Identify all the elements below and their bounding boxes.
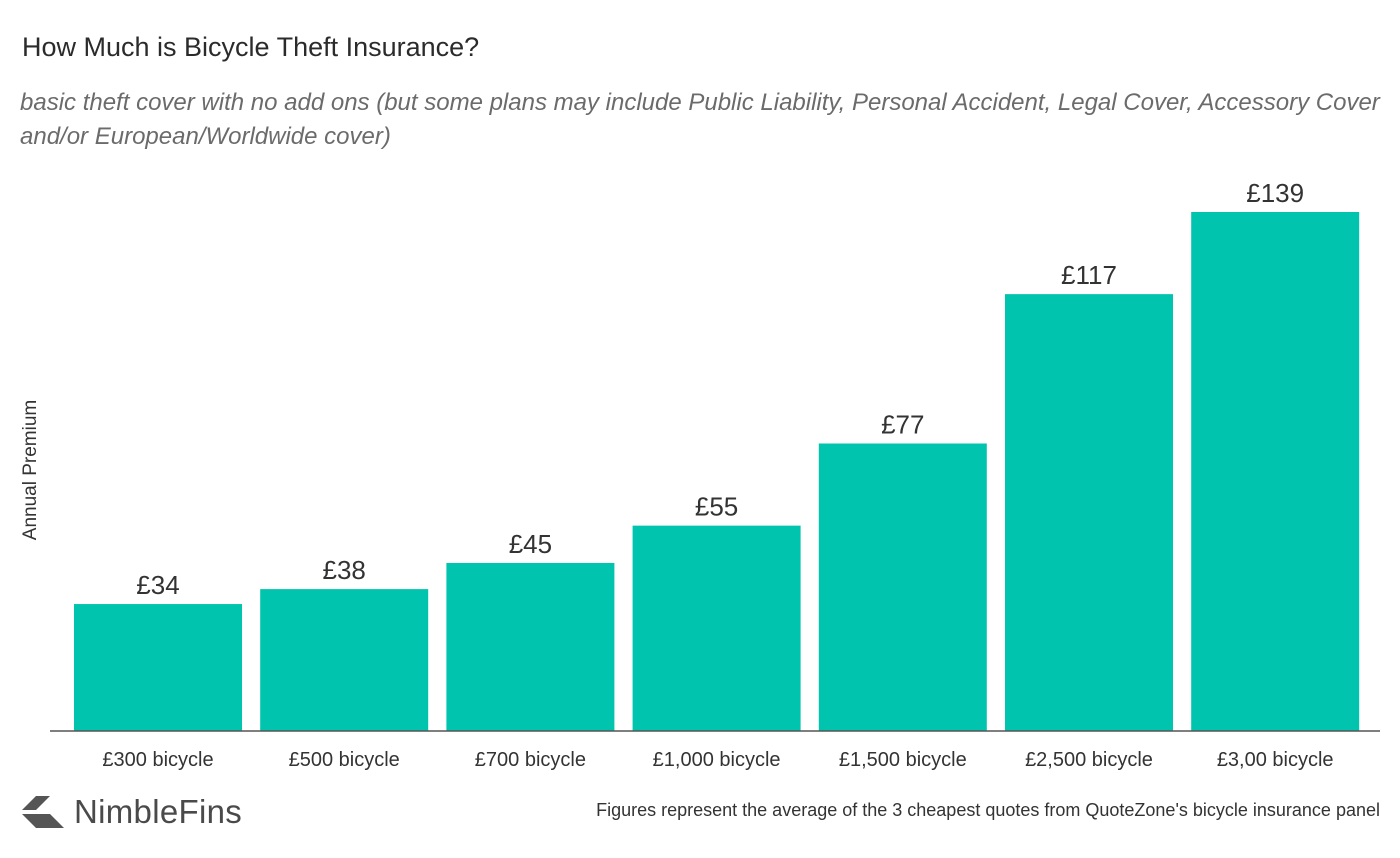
value-label-5: £77 xyxy=(881,409,924,439)
brand-name: NimbleFins xyxy=(74,793,243,830)
bar-3 xyxy=(446,562,615,731)
category-label-2: £500 bicycle xyxy=(289,749,400,771)
value-label-1: £34 xyxy=(136,570,179,600)
nimblefins-logo-icon xyxy=(22,796,64,828)
value-label-7: £139 xyxy=(1246,178,1304,208)
bar-1 xyxy=(74,604,242,731)
footnote: Figures represent the average of the 3 c… xyxy=(596,800,1380,820)
brand-logo: NimbleFins xyxy=(20,792,242,832)
y-axis-label: Annual Premium xyxy=(20,400,41,540)
category-label-1: £300 bicycle xyxy=(102,749,213,771)
bars-group xyxy=(74,212,1360,731)
chart-subtitle: basic theft cover with no add ons (but s… xyxy=(20,89,1380,150)
category-label-5: £1,500 bicycle xyxy=(839,749,967,771)
bar-7 xyxy=(1191,212,1360,731)
value-label-2: £38 xyxy=(323,555,366,585)
bar-4 xyxy=(632,525,801,731)
bar-2 xyxy=(260,589,429,731)
bar-5 xyxy=(818,443,987,731)
category-label-4: £1,000 bicycle xyxy=(653,749,781,771)
category-label-7: £3,00 bicycle xyxy=(1217,749,1334,771)
value-label-4: £55 xyxy=(695,492,738,522)
bar-6 xyxy=(1005,294,1173,731)
category-label-3: £700 bicycle xyxy=(475,749,586,771)
value-labels-group: £34 £38 £45 £55 £77 £117 £139 xyxy=(136,178,1304,600)
value-label-6: £117 xyxy=(1061,260,1117,290)
category-label-6: £2,500 bicycle xyxy=(1025,749,1153,771)
value-label-3: £45 xyxy=(509,529,552,559)
chart-title: How Much is Bicycle Theft Insurance? xyxy=(22,32,480,62)
category-labels-group: £300 bicycle £500 bicycle £700 bicycle £1,0… xyxy=(102,749,1333,771)
